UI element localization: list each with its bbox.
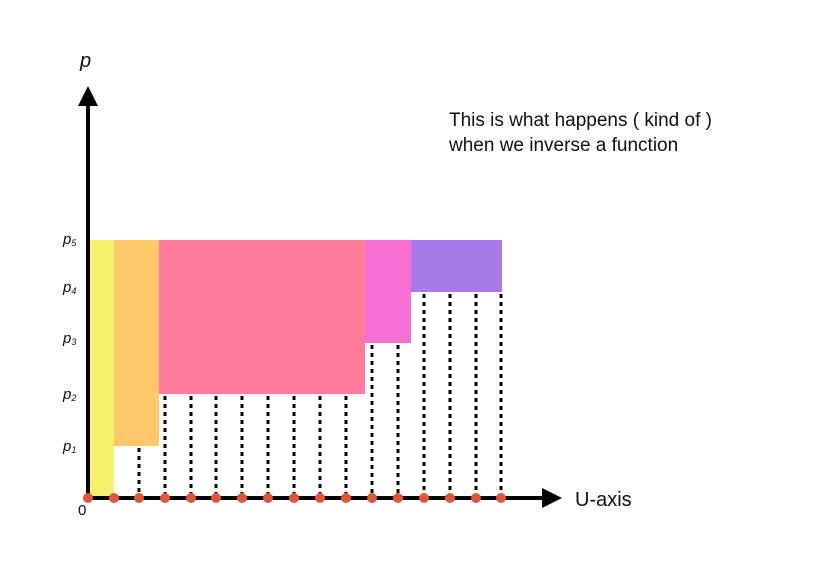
y-tick-p1: p1: [62, 438, 76, 455]
y-tick-p2: p2: [62, 386, 76, 403]
u-axis-sample-dot: [263, 493, 273, 503]
y-axis-title: p: [79, 50, 91, 72]
band-1: [88, 240, 114, 498]
u-axis-sample-dot: [393, 493, 403, 503]
u-axis-sample-dot: [134, 493, 144, 503]
dotted-drop-lines: [112, 294, 503, 500]
y-axis-arrowhead: [78, 86, 98, 106]
x-axis-arrowhead: [542, 488, 562, 508]
band-2: [114, 240, 159, 446]
u-axis-sample-dot: [211, 493, 221, 503]
u-axis-sample-dot: [186, 493, 196, 503]
u-axis-sample-dot: [471, 493, 481, 503]
u-axis-sample-dots: [83, 493, 506, 503]
y-tick-p3: p3: [62, 330, 76, 347]
band-5: [411, 240, 502, 292]
u-axis-sample-dot: [367, 493, 377, 503]
u-axis-sample-dot: [341, 493, 351, 503]
y-tick-p4: p4: [62, 279, 76, 296]
y-tick-labels: p1 p2 p3 p4 p5: [62, 231, 77, 455]
u-axis-sample-dot: [83, 493, 93, 503]
annotation-line-2: when we inverse a function: [448, 135, 678, 156]
x-axis-title: U-axis: [575, 489, 632, 511]
y-tick-p5: p5: [62, 231, 77, 248]
u-axis-sample-dot: [419, 493, 429, 503]
band-3: [159, 240, 365, 394]
origin-label: 0: [78, 502, 86, 519]
u-axis-sample-dot: [445, 493, 455, 503]
u-axis-sample-dot: [237, 493, 247, 503]
u-axis-sample-dot: [315, 493, 325, 503]
annotation-line-1: This is what happens ( kind of ): [449, 110, 712, 131]
u-axis-sample-dot: [109, 493, 119, 503]
u-axis-sample-dot: [496, 493, 506, 503]
u-axis-sample-dot: [289, 493, 299, 503]
step-bands: [88, 240, 502, 498]
u-axis-sample-dot: [160, 493, 170, 503]
band-4: [365, 240, 411, 343]
